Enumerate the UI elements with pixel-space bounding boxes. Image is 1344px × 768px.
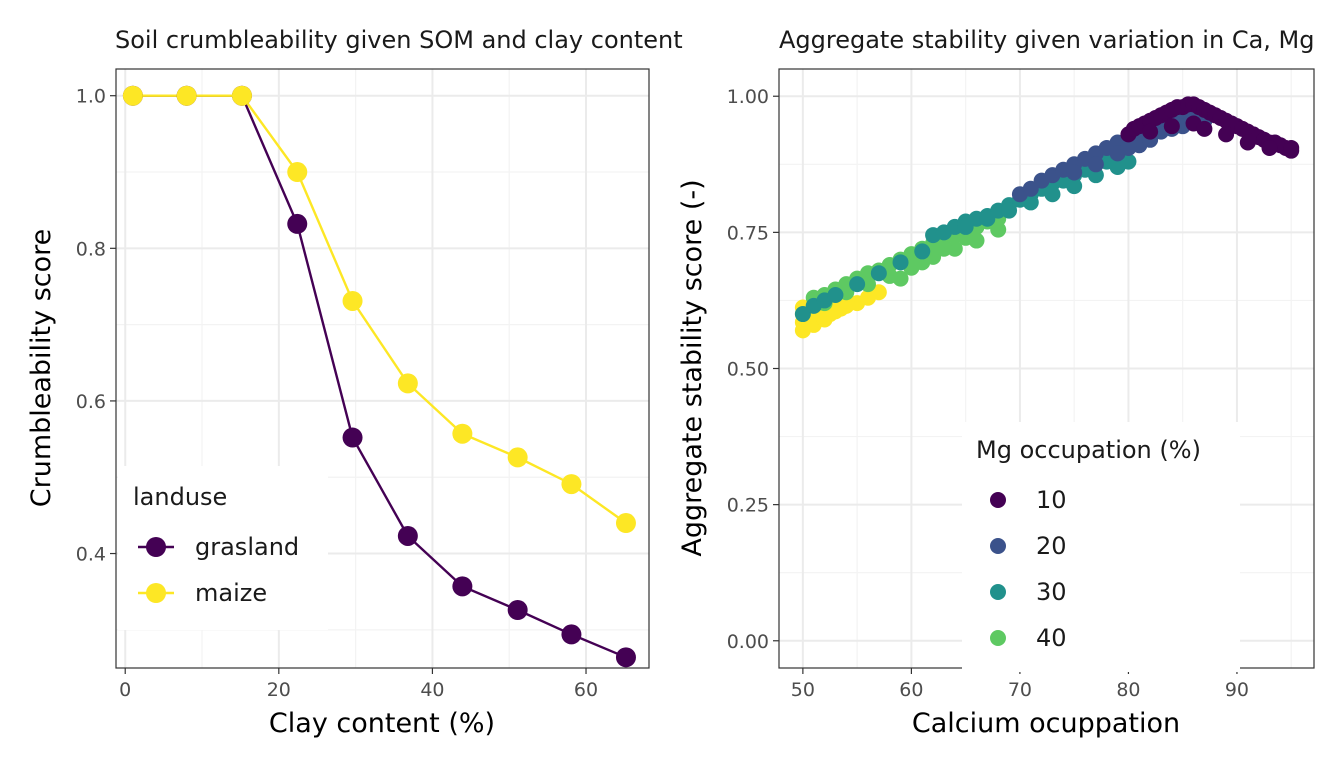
scatter-point bbox=[1142, 123, 1159, 140]
left-chart: Soil crumbleability given SOM and clay c… bbox=[26, 26, 683, 739]
legend-key-point-40 bbox=[990, 630, 1006, 646]
legend-label-10: 10 bbox=[1036, 486, 1067, 514]
scatter-point bbox=[979, 210, 996, 227]
scatter-point bbox=[990, 221, 1007, 238]
point-maize bbox=[452, 423, 473, 444]
scatter-point bbox=[1283, 142, 1300, 159]
scatter-point bbox=[849, 276, 866, 293]
right-legend-title: Mg occupation (%) bbox=[976, 436, 1201, 464]
scatter-point bbox=[827, 286, 844, 303]
scatter-point bbox=[1120, 153, 1137, 170]
right-series-layer bbox=[794, 96, 1300, 339]
x-tick-label: 60 bbox=[574, 679, 598, 701]
scatter-point bbox=[1001, 202, 1018, 219]
scatter-point bbox=[1261, 139, 1278, 156]
scatter-point bbox=[1022, 194, 1039, 211]
scatter-point bbox=[870, 265, 887, 282]
point-maize bbox=[561, 474, 582, 495]
left-legend-title: landuse bbox=[133, 483, 227, 511]
point-grasland bbox=[287, 213, 308, 234]
x-tick-label: 70 bbox=[1008, 679, 1032, 701]
scatter-point bbox=[1087, 156, 1104, 173]
right-chart-title: Aggregate stability given variation in C… bbox=[779, 26, 1314, 54]
point-maize bbox=[231, 85, 252, 106]
scatter-point bbox=[870, 284, 887, 301]
right-x-axis-label: Calcium ocuppation bbox=[912, 708, 1180, 739]
left-ticks: 0 20 40 60 0.4 0.6 0.8 1.0 bbox=[76, 86, 598, 701]
legend-key-point-10 bbox=[990, 492, 1006, 508]
x-tick-label: 60 bbox=[899, 679, 923, 701]
legend-key-point-20 bbox=[990, 538, 1006, 554]
legend-label-30: 30 bbox=[1036, 578, 1067, 606]
legend-label-grasland: grasland bbox=[195, 533, 299, 561]
scatter-point bbox=[1120, 139, 1137, 156]
point-maize bbox=[342, 290, 363, 311]
scatter-point bbox=[935, 240, 952, 257]
scatter-point bbox=[1066, 164, 1083, 181]
x-tick-label: 20 bbox=[267, 679, 291, 701]
scatter-point bbox=[1044, 186, 1061, 203]
left-chart-title: Soil crumbleability given SOM and clay c… bbox=[115, 26, 683, 54]
point-grasland bbox=[452, 576, 473, 597]
scatter-point bbox=[1196, 120, 1213, 137]
left-legend: landuse grasland maize bbox=[118, 466, 328, 630]
point-grasland bbox=[615, 647, 636, 668]
legend-key-point-grasland bbox=[146, 537, 166, 557]
left-panel-border bbox=[115, 68, 650, 669]
right-ticks: 50 60 70 80 90 0.00 0.25 0.50 0.75 1.00 bbox=[727, 86, 1249, 701]
y-tick-label: 0.00 bbox=[727, 631, 769, 653]
x-tick-label: 90 bbox=[1225, 679, 1249, 701]
scatter-point bbox=[1239, 134, 1256, 151]
point-maize bbox=[397, 373, 418, 394]
scatter-point bbox=[892, 270, 909, 287]
point-maize bbox=[287, 162, 308, 183]
y-tick-label: 0.50 bbox=[727, 359, 769, 381]
y-tick-label: 0.25 bbox=[727, 495, 769, 517]
x-tick-label: 80 bbox=[1116, 679, 1140, 701]
point-maize bbox=[615, 513, 636, 534]
x-tick-label: 40 bbox=[420, 679, 444, 701]
x-tick-label: 50 bbox=[791, 679, 815, 701]
point-grasland bbox=[397, 525, 418, 546]
point-maize bbox=[176, 85, 197, 106]
point-grasland bbox=[561, 624, 582, 645]
point-grasland bbox=[507, 600, 528, 621]
y-tick-label: 1.0 bbox=[76, 86, 106, 108]
y-tick-label: 0.8 bbox=[76, 238, 106, 260]
x-tick-label: 0 bbox=[119, 679, 131, 701]
legend-label-maize: maize bbox=[195, 579, 267, 607]
right-y-axis-label: Aggregate stability score (-) bbox=[677, 179, 708, 556]
legend-label-20: 20 bbox=[1036, 532, 1067, 560]
scatter-point bbox=[1066, 178, 1083, 195]
point-maize bbox=[507, 447, 528, 468]
scatter-point bbox=[1022, 180, 1039, 197]
scatter-point bbox=[1163, 118, 1180, 135]
scatter-point bbox=[1218, 126, 1235, 143]
left-series-layer bbox=[122, 85, 636, 668]
legend-key-point-30 bbox=[990, 584, 1006, 600]
point-maize bbox=[122, 85, 143, 106]
scatter-point bbox=[892, 254, 909, 271]
left-x-axis-label: Clay content (%) bbox=[269, 708, 495, 739]
right-legend-background bbox=[962, 422, 1240, 672]
legend-key-point-maize bbox=[146, 583, 166, 603]
left-y-axis-label: Crumbleability score bbox=[26, 229, 57, 508]
point-grasland bbox=[342, 427, 363, 448]
scatter-point bbox=[794, 306, 811, 323]
scatter-point bbox=[914, 243, 931, 260]
scatter-point bbox=[957, 218, 974, 235]
y-tick-label: 0.4 bbox=[76, 544, 106, 566]
legend-label-40: 40 bbox=[1036, 624, 1067, 652]
y-tick-label: 0.75 bbox=[727, 222, 769, 244]
right-chart: Aggregate stability given variation in C… bbox=[677, 26, 1315, 739]
right-legend: Mg occupation (%) 10 20 30 40 bbox=[962, 422, 1240, 672]
y-tick-label: 0.6 bbox=[76, 391, 106, 413]
y-tick-label: 1.00 bbox=[727, 86, 769, 108]
series-line-maize bbox=[132, 94, 627, 524]
